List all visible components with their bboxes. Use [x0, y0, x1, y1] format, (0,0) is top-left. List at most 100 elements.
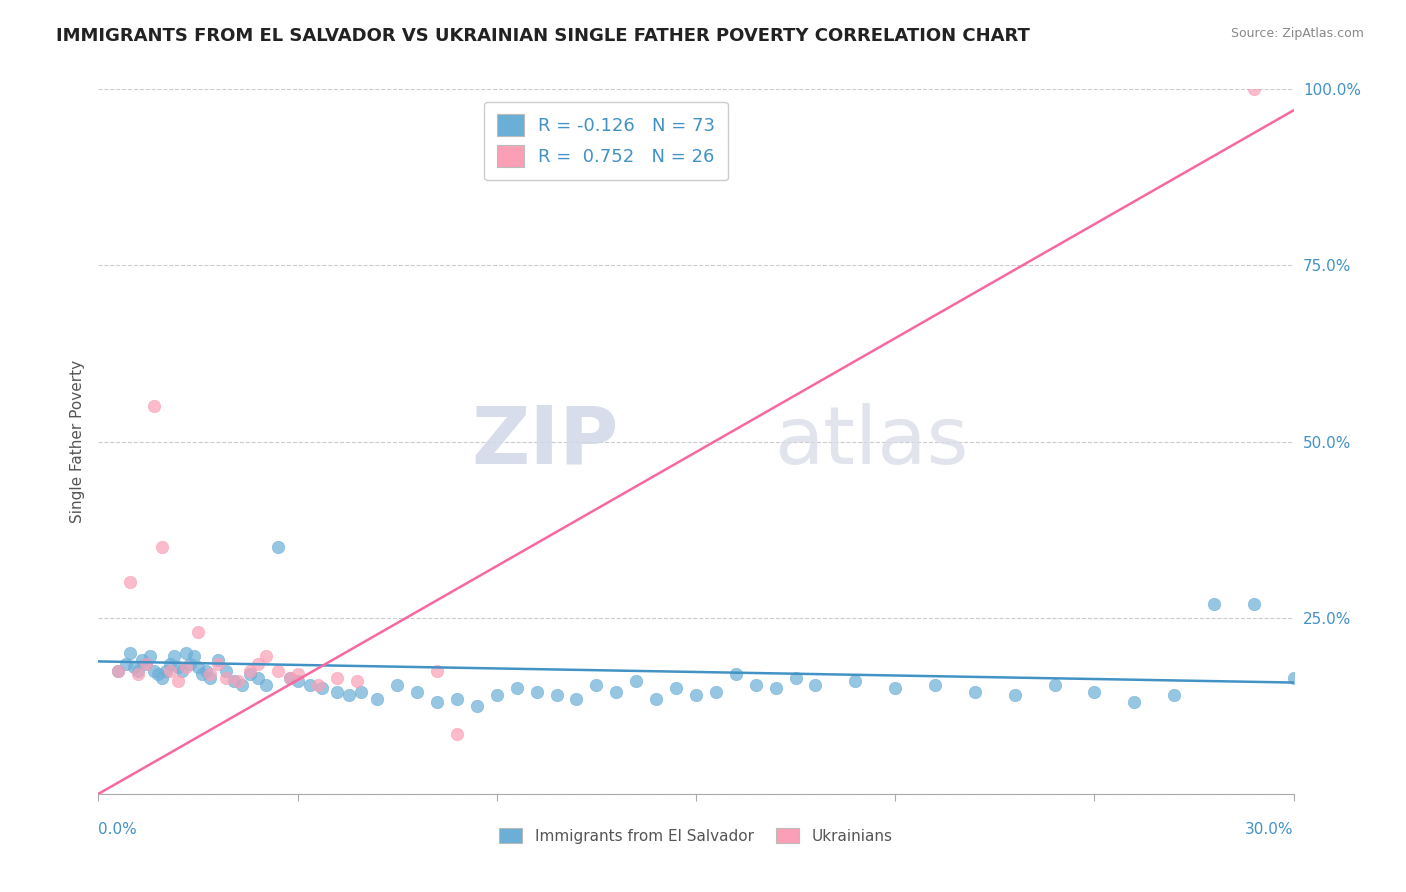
Point — [239, 664, 262, 678]
Point — [115, 657, 138, 671]
Point — [172, 664, 194, 678]
Point — [311, 681, 333, 696]
Point — [626, 674, 648, 689]
Point — [406, 684, 429, 698]
Point — [506, 681, 529, 696]
Point — [963, 684, 986, 698]
Point — [148, 667, 170, 681]
Point — [120, 575, 142, 590]
Point — [465, 698, 488, 713]
Point — [804, 678, 827, 692]
Point — [159, 664, 181, 678]
Point — [485, 688, 508, 702]
Text: 0.0%: 0.0% — [98, 822, 138, 837]
Point — [215, 671, 238, 685]
Point — [207, 653, 229, 667]
Point — [107, 664, 129, 678]
Point — [143, 664, 166, 678]
Point — [174, 660, 197, 674]
Text: Source: ZipAtlas.com: Source: ZipAtlas.com — [1230, 27, 1364, 40]
Point — [198, 667, 221, 681]
Point — [215, 664, 238, 678]
Point — [159, 657, 181, 671]
Point — [143, 399, 166, 413]
Point — [426, 695, 449, 709]
Point — [139, 649, 162, 664]
Point — [645, 691, 668, 706]
Point — [844, 674, 866, 689]
Point — [183, 649, 205, 664]
Point — [446, 727, 468, 741]
Point — [135, 657, 157, 671]
Point — [254, 649, 277, 664]
Point — [339, 688, 361, 702]
Point — [198, 671, 221, 685]
Point — [207, 657, 229, 671]
Point — [222, 674, 245, 689]
Point — [704, 684, 727, 698]
Point — [267, 664, 290, 678]
Point — [884, 681, 907, 696]
Point — [107, 664, 129, 678]
Y-axis label: Single Father Poverty: Single Father Poverty — [69, 360, 84, 523]
Point — [254, 678, 277, 692]
Point — [298, 678, 321, 692]
Point — [287, 667, 309, 681]
Point — [326, 684, 349, 698]
Point — [1202, 597, 1225, 611]
Point — [546, 688, 568, 702]
Point — [1123, 695, 1146, 709]
Point — [246, 671, 269, 685]
Point — [585, 678, 607, 692]
Point — [150, 671, 173, 685]
Point — [1243, 597, 1265, 611]
Point — [350, 684, 373, 698]
Point — [446, 691, 468, 706]
Point — [1004, 688, 1026, 702]
Point — [127, 664, 149, 678]
Point — [1243, 82, 1265, 96]
Point — [526, 684, 548, 698]
Point — [1043, 678, 1066, 692]
Point — [278, 671, 301, 685]
Point — [127, 667, 149, 681]
Point — [1083, 684, 1105, 698]
Point — [195, 664, 218, 678]
Point — [924, 678, 946, 692]
Point — [1163, 688, 1185, 702]
Point — [765, 681, 787, 696]
Point — [174, 646, 197, 660]
Point — [565, 691, 588, 706]
Point — [278, 671, 301, 685]
Point — [239, 667, 262, 681]
Point — [167, 660, 190, 674]
Text: ZIP: ZIP — [471, 402, 619, 481]
Point — [346, 674, 368, 689]
Point — [150, 541, 173, 555]
Text: atlas: atlas — [773, 402, 967, 481]
Point — [685, 688, 707, 702]
Point — [745, 678, 768, 692]
Point — [785, 671, 807, 685]
Point — [191, 667, 214, 681]
Point — [163, 649, 186, 664]
Point — [246, 657, 269, 671]
Point — [1282, 671, 1305, 685]
Point — [326, 671, 349, 685]
Point — [307, 678, 329, 692]
Point — [155, 664, 177, 678]
Point — [366, 691, 388, 706]
Point — [135, 657, 157, 671]
Point — [167, 674, 190, 689]
Point — [287, 674, 309, 689]
Point — [120, 646, 142, 660]
Point — [226, 674, 249, 689]
Point — [724, 667, 747, 681]
Text: IMMIGRANTS FROM EL SALVADOR VS UKRAINIAN SINGLE FATHER POVERTY CORRELATION CHART: IMMIGRANTS FROM EL SALVADOR VS UKRAINIAN… — [56, 27, 1031, 45]
Point — [267, 541, 290, 555]
Point — [187, 624, 209, 639]
Point — [124, 660, 146, 674]
Point — [187, 660, 209, 674]
Point — [131, 653, 153, 667]
Text: 30.0%: 30.0% — [1246, 822, 1294, 837]
